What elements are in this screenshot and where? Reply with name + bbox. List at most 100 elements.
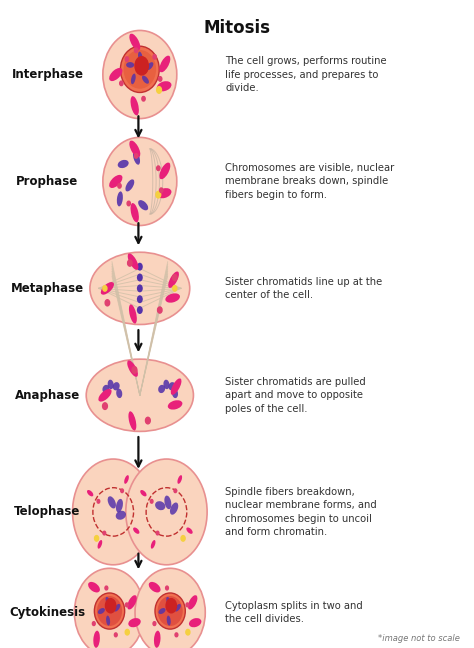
Circle shape (156, 166, 160, 170)
Ellipse shape (164, 496, 172, 509)
Ellipse shape (155, 501, 165, 510)
Circle shape (128, 260, 132, 266)
Ellipse shape (158, 608, 165, 614)
Ellipse shape (168, 382, 175, 390)
Ellipse shape (99, 389, 111, 402)
Ellipse shape (86, 359, 193, 432)
Ellipse shape (116, 389, 122, 398)
Text: Interphase: Interphase (11, 68, 83, 81)
Circle shape (153, 54, 156, 59)
Ellipse shape (154, 631, 161, 648)
Ellipse shape (74, 568, 145, 648)
Ellipse shape (175, 604, 181, 612)
Ellipse shape (186, 527, 192, 534)
Ellipse shape (120, 46, 159, 93)
Ellipse shape (149, 582, 161, 592)
Ellipse shape (98, 608, 105, 614)
Ellipse shape (157, 596, 182, 626)
Ellipse shape (90, 252, 190, 325)
Ellipse shape (171, 378, 182, 395)
Ellipse shape (97, 596, 122, 626)
Ellipse shape (188, 595, 197, 610)
Ellipse shape (109, 175, 122, 188)
Circle shape (135, 154, 138, 158)
Ellipse shape (103, 137, 177, 226)
Ellipse shape (131, 74, 136, 84)
Ellipse shape (106, 597, 110, 606)
Circle shape (102, 403, 108, 410)
Circle shape (150, 500, 153, 503)
Circle shape (103, 531, 106, 535)
Ellipse shape (124, 475, 129, 484)
Ellipse shape (177, 475, 182, 484)
Ellipse shape (140, 490, 146, 496)
Circle shape (157, 307, 162, 313)
Ellipse shape (116, 499, 123, 513)
Ellipse shape (151, 540, 155, 549)
Circle shape (125, 629, 129, 635)
Circle shape (103, 286, 107, 291)
Ellipse shape (109, 68, 122, 81)
Ellipse shape (106, 616, 110, 625)
Text: Cytoplasm splits in two and
the cell divides.: Cytoplasm splits in two and the cell div… (225, 601, 363, 624)
Text: Spindle fibers breakdown,
nuclear membrane forms, and
chromosomes begin to uncoi: Spindle fibers breakdown, nuclear membra… (225, 487, 377, 537)
Circle shape (156, 531, 159, 535)
Text: Metaphase: Metaphase (11, 282, 84, 295)
Text: Anaphase: Anaphase (15, 389, 80, 402)
Ellipse shape (128, 595, 137, 610)
Circle shape (132, 367, 137, 373)
Ellipse shape (116, 511, 126, 520)
Circle shape (118, 183, 121, 188)
Ellipse shape (73, 459, 154, 565)
Text: The cell grows, performs routine
life processes, and prepares to
divide.: The cell grows, performs routine life pr… (225, 56, 387, 93)
Ellipse shape (157, 188, 172, 198)
Ellipse shape (126, 179, 134, 191)
Circle shape (158, 76, 162, 81)
Circle shape (126, 603, 128, 607)
Ellipse shape (127, 360, 138, 377)
Text: Cytokinesis: Cytokinesis (9, 606, 85, 619)
Ellipse shape (138, 200, 148, 211)
Circle shape (173, 286, 177, 291)
Ellipse shape (137, 295, 143, 303)
Ellipse shape (117, 191, 123, 206)
Circle shape (153, 621, 156, 625)
Ellipse shape (168, 400, 182, 410)
Ellipse shape (170, 502, 178, 515)
Ellipse shape (113, 382, 119, 390)
Ellipse shape (146, 62, 154, 70)
Circle shape (97, 500, 100, 503)
Ellipse shape (164, 380, 170, 389)
Circle shape (175, 633, 178, 637)
Circle shape (174, 489, 177, 492)
Ellipse shape (157, 81, 172, 91)
Circle shape (114, 633, 117, 637)
Ellipse shape (130, 203, 139, 222)
Ellipse shape (126, 62, 134, 68)
Ellipse shape (102, 385, 109, 393)
Ellipse shape (159, 56, 170, 73)
Ellipse shape (129, 305, 137, 323)
Text: Prophase: Prophase (16, 175, 79, 188)
Circle shape (105, 300, 109, 306)
Circle shape (94, 536, 99, 541)
Text: Mitosis: Mitosis (203, 19, 271, 38)
Circle shape (105, 586, 108, 590)
Circle shape (146, 417, 150, 424)
Ellipse shape (94, 593, 125, 629)
Ellipse shape (128, 253, 138, 270)
Circle shape (105, 599, 116, 613)
Circle shape (173, 275, 177, 281)
Ellipse shape (126, 459, 207, 565)
Circle shape (181, 536, 185, 541)
Ellipse shape (168, 272, 179, 288)
Ellipse shape (101, 282, 114, 295)
Ellipse shape (129, 141, 140, 157)
Ellipse shape (130, 96, 139, 115)
Ellipse shape (155, 593, 185, 629)
Circle shape (166, 599, 176, 613)
Circle shape (160, 188, 163, 192)
Ellipse shape (167, 616, 171, 625)
Ellipse shape (98, 540, 102, 549)
Ellipse shape (137, 284, 143, 292)
